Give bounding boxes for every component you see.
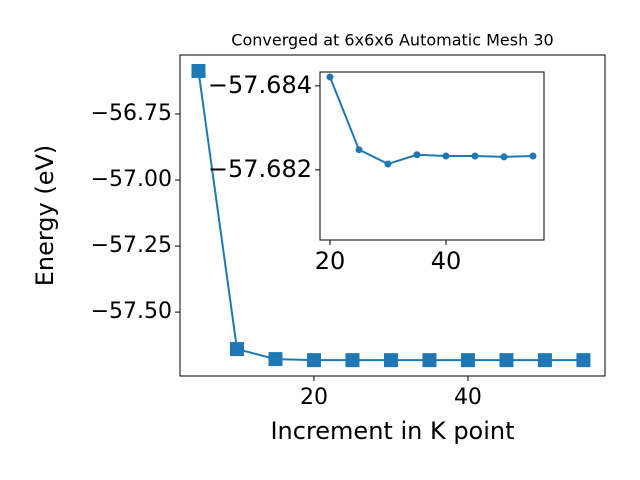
x-tick-label: 40 — [431, 247, 462, 275]
marker — [383, 353, 398, 368]
y-tick-label: −57.682 — [208, 155, 312, 183]
marker — [500, 153, 508, 161]
x-tick-label: 20 — [300, 385, 328, 410]
y-tick-label: −57.684 — [208, 71, 312, 99]
marker — [229, 342, 244, 357]
marker — [442, 152, 450, 160]
marker — [355, 146, 363, 154]
marker — [460, 353, 475, 368]
marker — [326, 73, 334, 81]
marker — [529, 152, 537, 160]
chart-title: Converged at 6x6x6 Automatic Mesh 30 — [231, 31, 553, 50]
marker — [413, 151, 421, 159]
marker — [537, 353, 552, 368]
y-tick-label: −57.50 — [91, 299, 172, 324]
line — [329, 76, 534, 166]
marker — [422, 353, 437, 368]
marker — [345, 353, 360, 368]
x-tick-label: 20 — [315, 247, 346, 275]
marker — [306, 353, 321, 368]
x-axis-label: Increment in K point — [270, 417, 514, 445]
marker — [471, 152, 479, 160]
marker — [384, 160, 392, 168]
y-axis-label: Energy (eV) — [31, 145, 59, 287]
marker — [191, 63, 206, 78]
y-tick-label: −57.00 — [91, 167, 172, 192]
marker — [576, 353, 591, 368]
x-tick-label: 40 — [454, 385, 482, 410]
marker — [499, 353, 514, 368]
y-tick-label: −56.75 — [91, 101, 172, 126]
marker — [268, 352, 283, 367]
y-tick-label: −57.25 — [91, 233, 172, 258]
